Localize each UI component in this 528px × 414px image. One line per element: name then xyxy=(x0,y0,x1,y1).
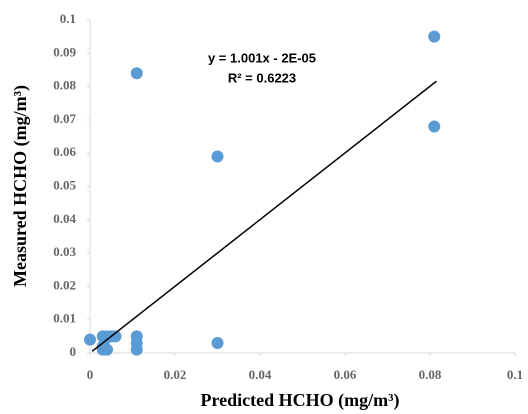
x-axis-title: Predicted HCHO (mg/m³) xyxy=(200,390,399,411)
y-tick-label: 0.04 xyxy=(53,211,76,226)
y-tick-label: 0.06 xyxy=(53,144,76,159)
y-tick-label: 0.03 xyxy=(53,244,76,259)
y-tick-label: 0.09 xyxy=(53,44,76,59)
x-tick-label: 0.1 xyxy=(507,367,523,382)
y-tick-label: 0 xyxy=(70,344,77,359)
trend-equation: y = 1.001x - 2E-05 xyxy=(208,50,316,65)
y-tick-label: 0.05 xyxy=(53,177,76,192)
point xyxy=(211,150,224,163)
point xyxy=(428,30,441,43)
y-tick-label: 0.08 xyxy=(53,78,76,93)
x-tick-label: 0 xyxy=(87,367,94,382)
point xyxy=(211,337,224,350)
y-tick-label: 0.07 xyxy=(53,111,76,126)
x-tick-label: 0.04 xyxy=(249,367,272,382)
x-tick-label: 0.06 xyxy=(334,367,357,382)
y-axis-title: Measured HCHO (mg/m³) xyxy=(10,85,31,287)
point xyxy=(101,343,113,356)
point xyxy=(130,343,143,356)
x-tick-label: 0.08 xyxy=(419,367,442,382)
r-squared: R² = 0.6223 xyxy=(228,70,296,85)
y-tick-label: 0.02 xyxy=(53,277,76,292)
point xyxy=(428,120,441,133)
y-tick-label: 0.01 xyxy=(53,311,76,326)
x-tick-label: 0.02 xyxy=(164,367,187,382)
point xyxy=(130,67,143,80)
y-tick-label: 0.1 xyxy=(60,11,76,26)
point xyxy=(84,333,96,346)
trendline xyxy=(91,80,437,352)
